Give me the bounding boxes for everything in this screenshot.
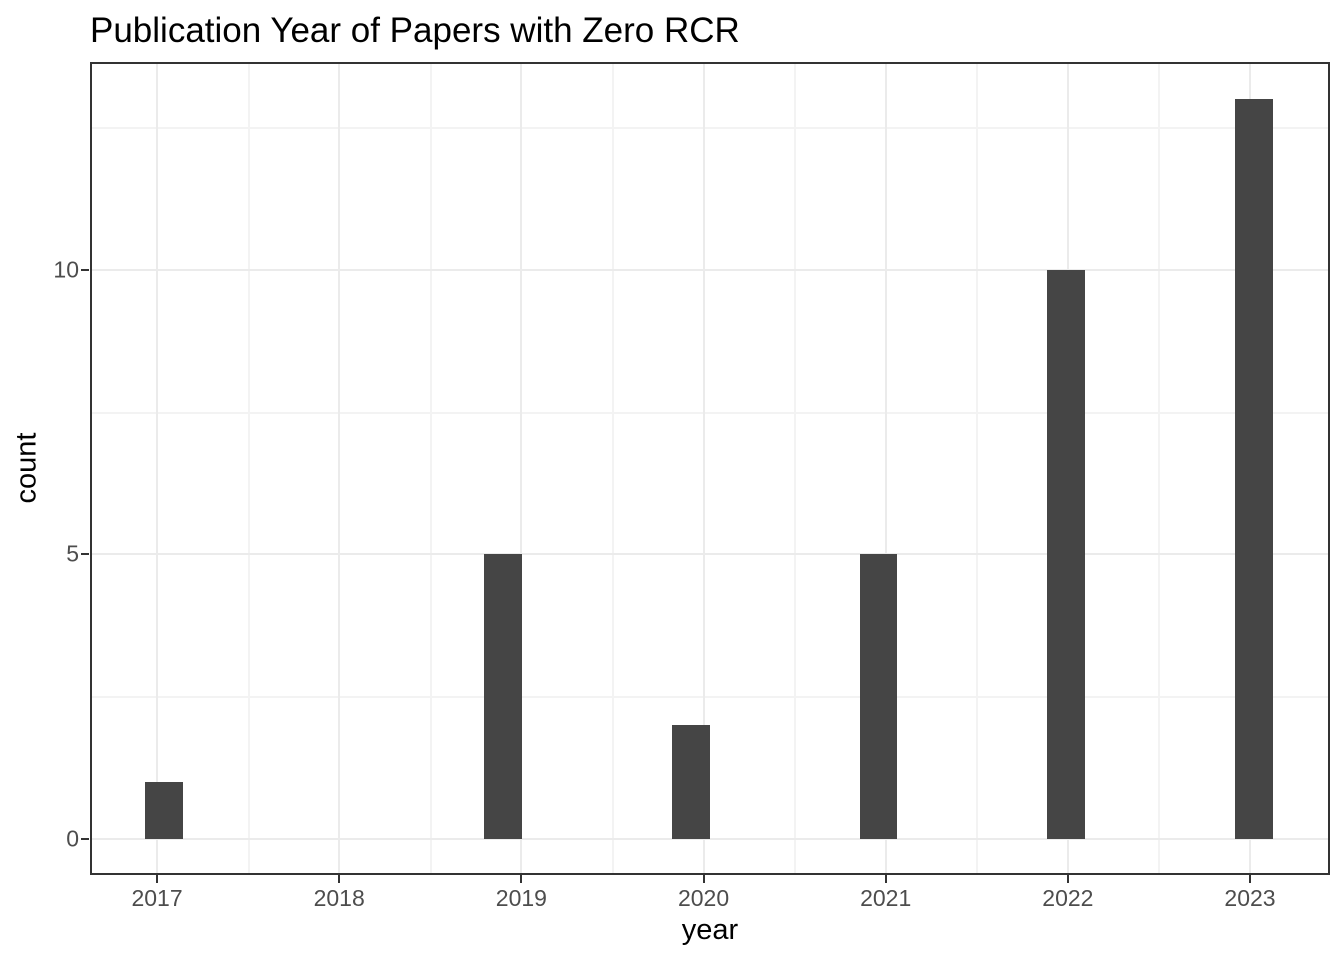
gridline-y-major xyxy=(90,268,1330,271)
bar-2022 xyxy=(1047,269,1085,839)
x-tick-mark xyxy=(884,875,887,883)
gridline-x-minor xyxy=(429,62,432,875)
x-tick-mark xyxy=(338,875,341,883)
bar-2020 xyxy=(671,725,710,840)
x-tick-label: 2017 xyxy=(131,885,183,911)
x-tick-label: 2021 xyxy=(860,885,912,911)
y-tick-label: 0 xyxy=(66,825,79,852)
gridline-x-major xyxy=(702,62,705,875)
gridline-x-minor xyxy=(611,62,614,875)
x-tick-label: 2023 xyxy=(1224,885,1276,911)
gridline-x-major xyxy=(338,62,341,875)
chart-title: Publication Year of Papers with Zero RCR xyxy=(90,11,740,50)
gridline-x-major xyxy=(156,62,159,875)
x-tick-label: 2022 xyxy=(1042,885,1094,911)
gridline-y-minor xyxy=(90,696,1330,699)
gridline-y-minor xyxy=(90,126,1330,129)
gridline-x-minor xyxy=(247,62,250,875)
x-tick-mark xyxy=(520,875,523,883)
x-axis-title: year xyxy=(681,914,739,946)
x-tick-mark xyxy=(156,875,159,883)
x-tick-label: 2019 xyxy=(495,885,547,911)
x-tick-mark xyxy=(1249,875,1252,883)
y-tick-mark xyxy=(81,553,89,556)
gridline-x-major xyxy=(520,62,523,875)
bar-2023 xyxy=(1234,99,1273,840)
y-tick-label: 10 xyxy=(53,256,79,283)
y-tick-mark xyxy=(81,268,89,271)
bar-2019 xyxy=(484,554,522,839)
gridline-y-major xyxy=(90,838,1330,841)
bar-2021 xyxy=(859,554,898,839)
bar-2017 xyxy=(145,782,184,840)
x-tick-label: 2020 xyxy=(677,885,730,911)
gridline-x-minor xyxy=(1158,62,1161,875)
y-axis-title: count xyxy=(10,432,43,504)
plot-panel xyxy=(90,62,1330,875)
y-tick-mark xyxy=(81,838,89,841)
gridline-x-minor xyxy=(794,62,797,875)
gridline-x-major xyxy=(884,62,887,875)
x-tick-mark xyxy=(702,875,705,883)
y-tick-label: 5 xyxy=(66,540,79,567)
x-tick-label: 2018 xyxy=(313,885,365,911)
gridline-x-minor xyxy=(976,62,979,875)
gridline-y-minor xyxy=(90,411,1330,414)
gridline-y-major xyxy=(90,553,1330,556)
x-tick-mark xyxy=(1066,875,1069,883)
